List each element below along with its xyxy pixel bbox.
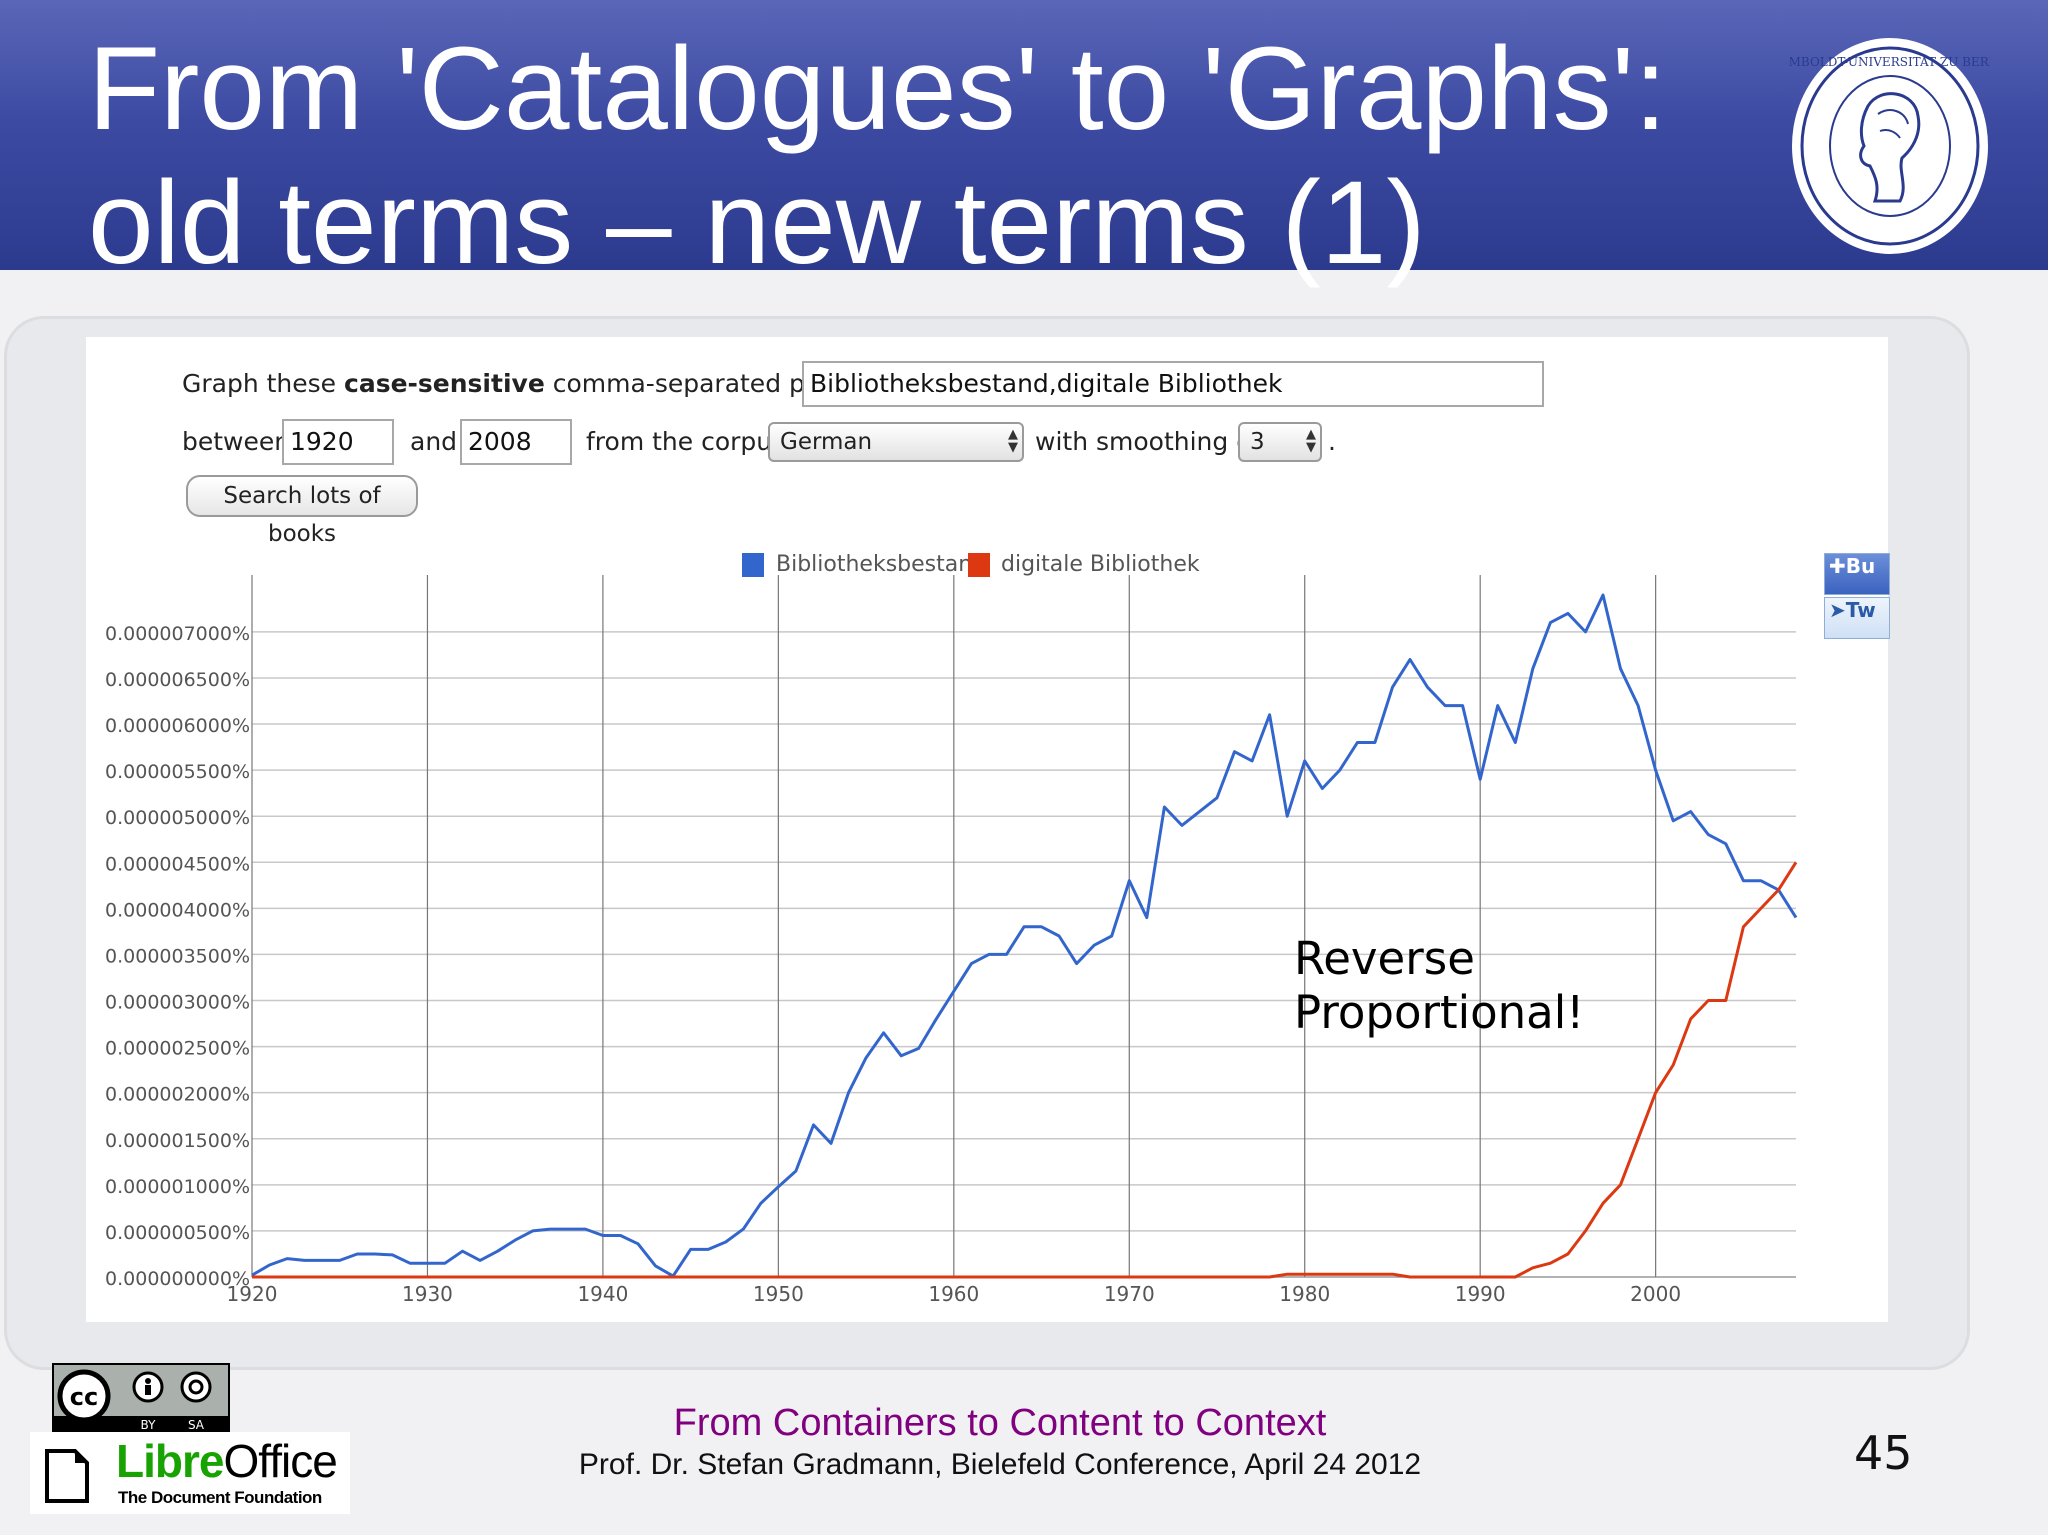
corpus-label: from the corpus [586, 427, 786, 456]
cc-by-label: BY [141, 1418, 157, 1432]
by-attribution-icon [145, 1378, 151, 1384]
search-lots-of-books-button[interactable]: Search lots of books [186, 475, 418, 547]
buzz-icon: ✚ [1829, 554, 1846, 578]
libreoffice-tagline: The Document Foundation [118, 1488, 322, 1507]
document-icon [45, 1449, 89, 1503]
x-tick-label: 1960 [928, 1282, 979, 1306]
slide-title-line-2: old terms – new terms (1) [88, 157, 1426, 289]
y-tick-label: 0.000005500% [105, 761, 250, 783]
period-label: . [1328, 427, 1336, 456]
x-tick-label: 1930 [402, 1282, 453, 1306]
start-year-input[interactable]: 1920 [282, 419, 394, 465]
y-tick-label: 0.000003000% [105, 992, 250, 1014]
phrases-input[interactable]: Bibliotheksbestand,digitale Bibliothek [802, 361, 1544, 407]
between-label: between [182, 427, 291, 456]
y-tick-label: 0.000001000% [105, 1176, 250, 1198]
smoothing-select-value: 3 [1250, 429, 1265, 455]
buzz-share-button[interactable]: ✚Bu [1824, 553, 1890, 595]
y-tick-label: 0.000001500% [105, 1130, 250, 1152]
series-line-digitale-bibliothek [252, 861, 1798, 1279]
end-year-input[interactable]: 2008 [460, 419, 572, 465]
y-tick-label: 0.000004000% [105, 899, 250, 921]
seal-text: HUMBOLDT-UNIVERSITÄT ZU BERLIN [1790, 53, 1990, 69]
x-tick-label: 1990 [1455, 1282, 1506, 1306]
ngram-viewer-screenshot: Graph these case-sensitive comma-separat… [86, 337, 1890, 1322]
slide-header [0, 0, 2048, 270]
select-arrows-icon: ▲ ▼ [1306, 427, 1316, 455]
x-tick-label: 1950 [753, 1282, 804, 1306]
y-tick-label: 0.000006500% [105, 669, 250, 691]
smoothing-select[interactable]: 3 ▲ ▼ [1238, 422, 1322, 462]
slide-title: From 'Catalogues' to 'Graphs': old terms… [88, 22, 1788, 290]
libreoffice-wordmark: LibreOffice [116, 1435, 338, 1487]
x-tick-label: 1920 [227, 1282, 278, 1306]
legend-swatch-digitale-bibliothek [968, 553, 990, 577]
smoothing-label: with smoothing of [1035, 427, 1261, 456]
y-tick-label: 0.000000000% [105, 1268, 250, 1290]
y-tick-label: 0.000002500% [105, 1038, 250, 1060]
cc-icon: cc [70, 1383, 98, 1411]
y-tick-label: 0.000004500% [105, 853, 250, 875]
series-line-bibliotheksbestand [251, 593, 1798, 1278]
cc-sa-label: SA [188, 1418, 205, 1432]
x-tick-label: 2000 [1630, 1282, 1681, 1306]
corpus-select-value: German [780, 429, 873, 455]
x-tick-label: 1970 [1104, 1282, 1155, 1306]
y-tick-label: 0.000006000% [105, 715, 250, 737]
legend-label-bibliotheksbestand: Bibliotheksbestand [776, 552, 987, 577]
legend-swatch-bibliotheksbestand [742, 553, 764, 577]
creative-commons-by-sa-badge: cc BY SA [52, 1363, 230, 1433]
university-seal-logo: HUMBOLDT-UNIVERSITÄT ZU BERLIN [1790, 38, 1990, 254]
y-tick-label: 0.000000500% [105, 1222, 250, 1244]
slide-title-line-1: From 'Catalogues' to 'Graphs': [88, 23, 1667, 155]
y-tick-label: 0.000002000% [105, 1084, 250, 1106]
x-tick-label: 1940 [577, 1282, 628, 1306]
footer-subtitle: Prof. Dr. Stefan Gradmann, Bielefeld Con… [578, 1448, 1422, 1481]
twitter-icon: ➤ [1829, 598, 1846, 622]
page-number: 45 [1854, 1426, 1913, 1480]
select-arrows-icon: ▲ ▼ [1008, 427, 1018, 455]
tweet-share-button[interactable]: ➤Tw [1824, 597, 1890, 639]
share-alike-icon [188, 1379, 204, 1395]
chart-annotation: Reverse Proportional! [1294, 932, 1584, 1040]
y-tick-label: 0.000003500% [105, 945, 250, 967]
y-tick-label: 0.000007000% [105, 623, 250, 645]
annotation-line-1: Reverse [1294, 932, 1475, 985]
corpus-select[interactable]: German ▲ ▼ [768, 422, 1024, 462]
legend-label-digitale-bibliothek: digitale Bibliothek [1001, 552, 1200, 577]
x-tick-label: 1980 [1279, 1282, 1330, 1306]
ngram-chart: 0.000007000% 0.000006500% 0.000006000% 0.00… [105, 575, 1798, 1306]
libreoffice-logo: LibreOffice The Document Foundation [30, 1432, 350, 1514]
y-tick-label: 0.000005000% [105, 807, 250, 829]
annotation-line-2: Proportional! [1294, 986, 1585, 1039]
and-label: and [410, 427, 458, 456]
footer-title: From Containers to Content to Context [673, 1402, 1327, 1444]
